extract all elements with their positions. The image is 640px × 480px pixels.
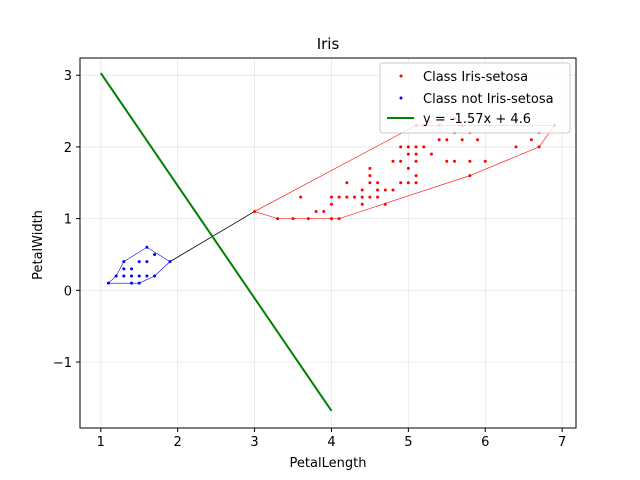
data-point xyxy=(461,138,464,141)
data-point xyxy=(338,196,341,199)
data-point xyxy=(130,267,133,270)
x-tick-label: 7 xyxy=(558,435,566,450)
data-point xyxy=(368,167,371,170)
data-point xyxy=(153,274,156,277)
x-tick-label: 5 xyxy=(404,435,412,450)
data-point xyxy=(145,246,148,249)
data-point xyxy=(430,153,433,156)
data-point xyxy=(453,160,456,163)
data-point xyxy=(399,145,402,148)
data-point xyxy=(276,217,279,220)
legend-label-setosa: Class Iris-setosa xyxy=(423,70,528,85)
data-point xyxy=(376,196,379,199)
y-tick-label: −1 xyxy=(53,356,72,371)
data-point xyxy=(368,174,371,177)
data-point xyxy=(153,253,156,256)
data-point xyxy=(468,174,471,177)
data-point xyxy=(315,210,318,213)
data-point xyxy=(399,160,402,163)
data-point xyxy=(391,160,394,163)
data-point xyxy=(361,203,364,206)
data-point xyxy=(415,160,418,163)
data-point xyxy=(468,160,471,163)
data-point xyxy=(538,145,541,148)
y-tick-label: 3 xyxy=(64,69,72,84)
x-tick-label: 2 xyxy=(174,435,182,450)
legend-marker-not-setosa xyxy=(400,97,403,100)
data-point xyxy=(415,174,418,177)
data-point xyxy=(415,153,418,156)
legend: Class Iris-setosa Class not Iris-setosa … xyxy=(380,63,570,133)
data-point xyxy=(138,282,141,285)
data-point xyxy=(384,188,387,191)
x-tick-label: 3 xyxy=(250,435,258,450)
x-tick-label: 1 xyxy=(97,435,105,450)
data-point xyxy=(368,196,371,199)
data-point xyxy=(407,181,410,184)
data-point xyxy=(168,260,171,263)
y-axis-label: PetalWidth xyxy=(31,210,46,280)
chart-title: Iris xyxy=(317,35,340,53)
y-tick-label: 0 xyxy=(64,284,72,299)
data-point xyxy=(376,188,379,191)
data-point xyxy=(361,196,364,199)
data-point xyxy=(130,282,133,285)
data-point xyxy=(391,188,394,191)
data-point xyxy=(399,181,402,184)
data-point xyxy=(130,274,133,277)
legend-label-fit-line: y = -1.57x + 4.6 xyxy=(423,112,531,127)
data-point xyxy=(138,260,141,263)
data-point xyxy=(122,260,125,263)
data-point xyxy=(384,203,387,206)
data-point xyxy=(322,210,325,213)
legend-label-not-setosa: Class not Iris-setosa xyxy=(423,92,554,107)
data-point xyxy=(307,217,310,220)
y-tick-label: 1 xyxy=(64,213,72,228)
data-point xyxy=(145,274,148,277)
data-point xyxy=(292,217,295,220)
data-point xyxy=(368,181,371,184)
data-point xyxy=(407,145,410,148)
data-point xyxy=(145,260,148,263)
data-point xyxy=(122,274,125,277)
data-point xyxy=(445,160,448,163)
data-point xyxy=(376,181,379,184)
data-point xyxy=(299,196,302,199)
x-axis-label: PetalLength xyxy=(290,456,367,471)
data-point xyxy=(422,145,425,148)
data-point xyxy=(330,217,333,220)
data-point xyxy=(330,203,333,206)
data-point xyxy=(253,210,256,213)
data-point xyxy=(445,138,448,141)
data-point xyxy=(353,196,356,199)
data-point xyxy=(530,138,533,141)
data-point xyxy=(345,181,348,184)
data-point xyxy=(345,196,348,199)
data-point xyxy=(122,267,125,270)
x-tick-label: 6 xyxy=(481,435,489,450)
x-tick-label: 4 xyxy=(327,435,335,450)
data-point xyxy=(415,145,418,148)
data-point xyxy=(407,167,410,170)
data-point xyxy=(407,153,410,156)
data-point xyxy=(107,282,110,285)
data-point xyxy=(115,274,118,277)
legend-marker-setosa xyxy=(400,75,403,78)
data-point xyxy=(338,217,341,220)
data-point xyxy=(484,160,487,163)
data-point xyxy=(415,181,418,184)
y-tick-label: 2 xyxy=(64,141,72,156)
data-point xyxy=(515,145,518,148)
data-point xyxy=(438,138,441,141)
data-point xyxy=(330,196,333,199)
data-point xyxy=(138,274,141,277)
data-point xyxy=(476,138,479,141)
data-point xyxy=(361,188,364,191)
